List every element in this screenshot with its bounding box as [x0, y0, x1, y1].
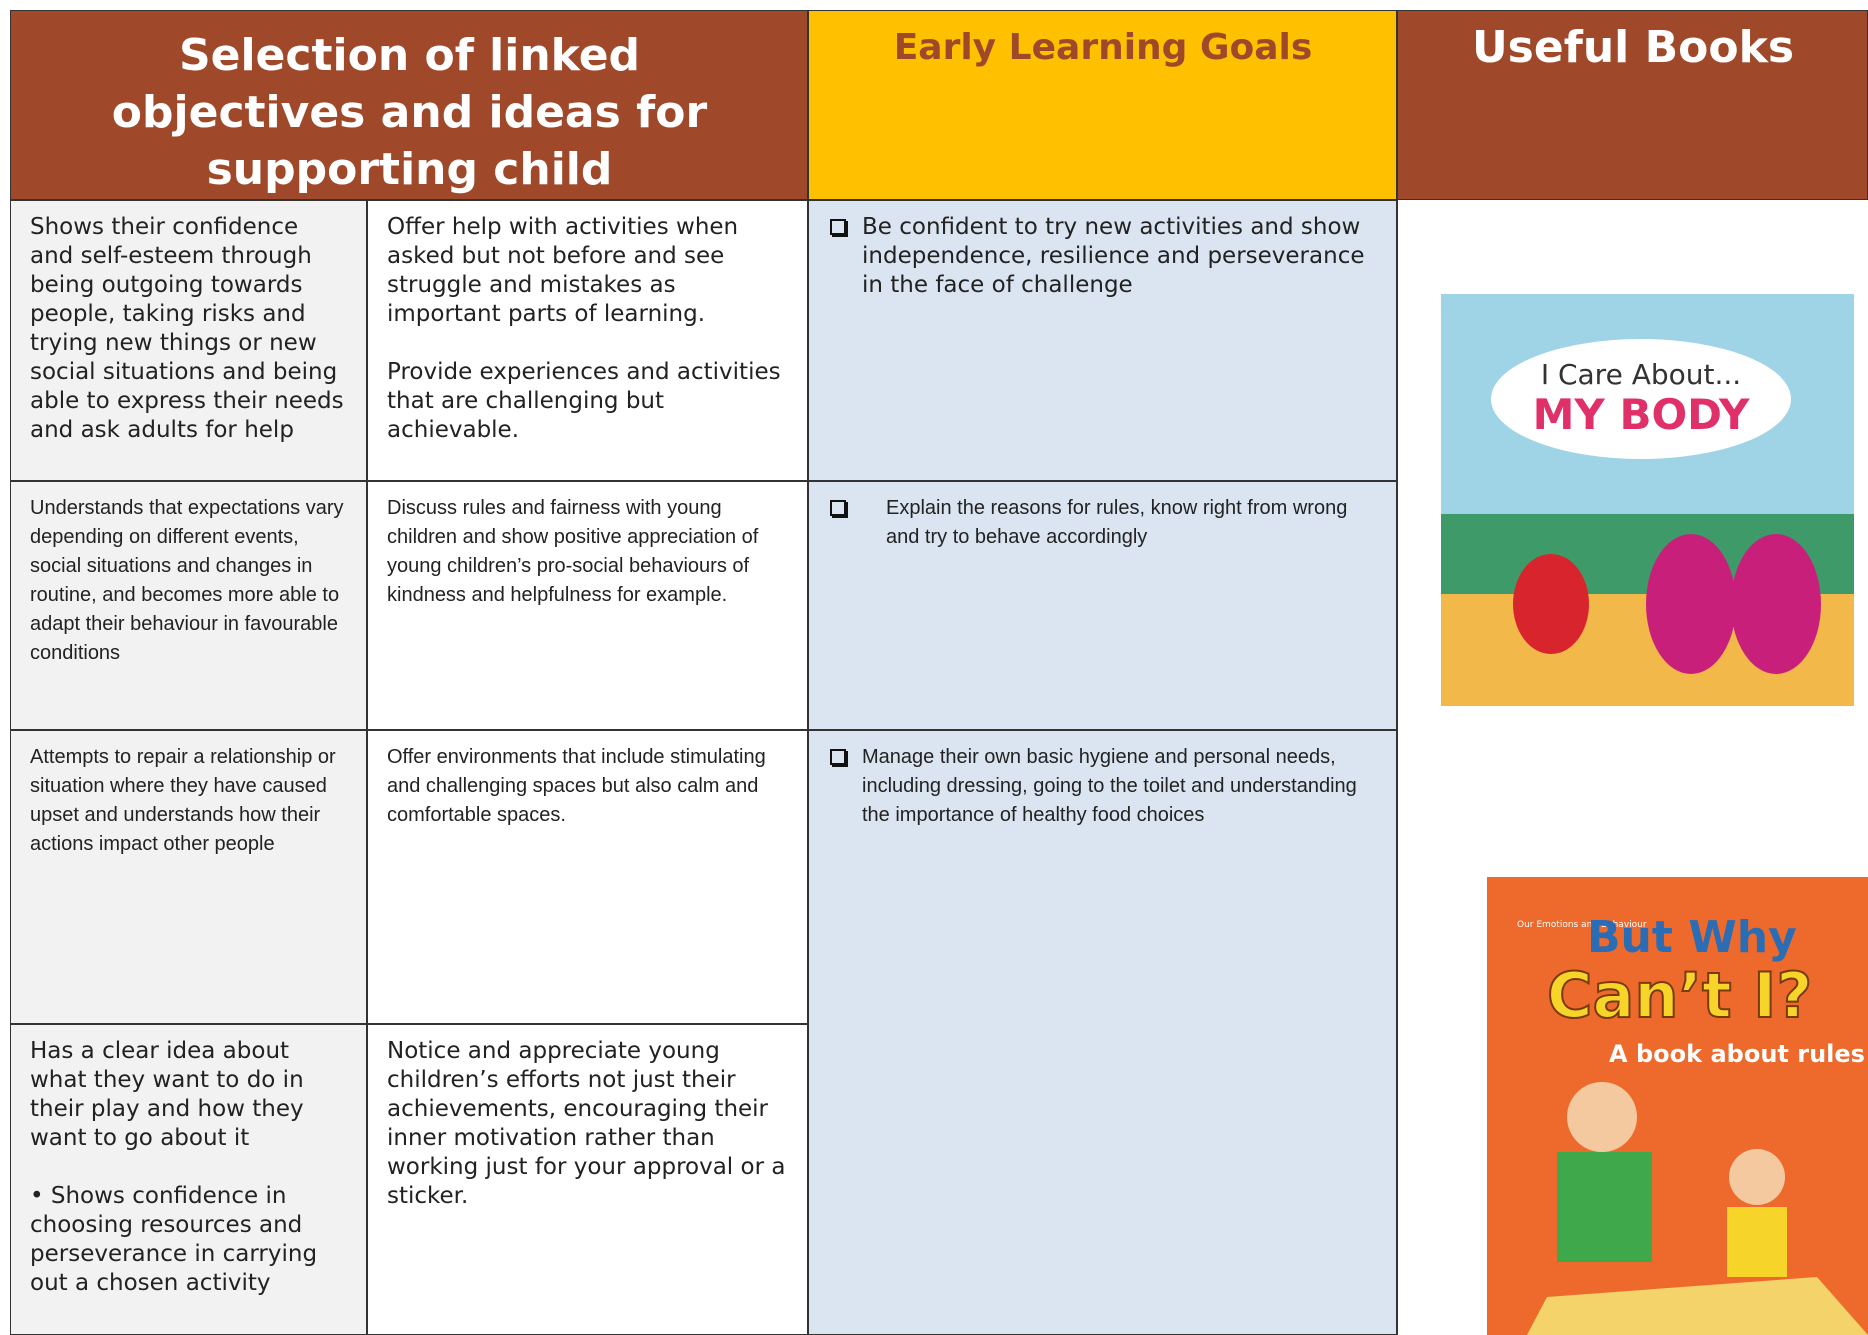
- objective-cell: Shows their confidence and self-esteem t…: [10, 200, 367, 481]
- header-cell: Selection of linked objectives and ideas…: [10, 10, 808, 252]
- objective-cell: Has a clear idea about what they want to…: [10, 1024, 367, 1335]
- goal-item: Be confident to try new activities and s…: [828, 213, 1378, 300]
- goal-cell: Manage their own basic hygiene and perso…: [808, 730, 1397, 1335]
- objective-text: Has a clear idea about what they want to…: [30, 1038, 304, 1151]
- objective-text: Understands that expectations vary depen…: [30, 497, 344, 664]
- book-title: Can’t I?: [1547, 959, 1812, 1032]
- ideas-text: Offer environments that include stimulat…: [387, 746, 766, 826]
- goal-item: Explain the reasons for rules, know righ…: [828, 494, 1378, 552]
- goal-text: Explain the reasons for rules, know righ…: [886, 497, 1348, 548]
- header-title: Useful Books: [1471, 22, 1795, 73]
- ideas-cell: Discuss rules and fairness with young ch…: [367, 481, 808, 730]
- book-cover: Our Emotions and Behaviour But Why Can’t…: [1487, 877, 1868, 1335]
- book-cover: I Care About... MY BODY: [1441, 294, 1854, 706]
- goal-text: Be confident to try new activities and s…: [862, 214, 1365, 298]
- ideas-text: Offer help with activities when asked bu…: [387, 214, 739, 327]
- header-cell: Useful Books: [1397, 10, 1868, 200]
- ideas-text: Notice and appreciate young children’s e…: [387, 1038, 786, 1209]
- goal-cell: Explain the reasons for rules, know righ…: [808, 481, 1397, 730]
- book-title-top: I Care About...: [1541, 358, 1741, 391]
- objective-text: • Shows confidence in choosing resources…: [30, 1183, 318, 1296]
- objective-cell: Understands that expectations vary depen…: [10, 481, 367, 730]
- objective-text: Shows their confidence and self-esteem t…: [30, 214, 344, 443]
- goal-text: Manage their own basic hygiene and perso…: [862, 746, 1357, 826]
- objective-text: Attempts to repair a relationship or sit…: [30, 746, 336, 855]
- objective-cell: Attempts to repair a relationship or sit…: [10, 730, 367, 1024]
- checkbox: [830, 500, 846, 516]
- ideas-cell: Offer help with activities when asked bu…: [367, 200, 808, 481]
- book-title-top: But Why: [1587, 912, 1797, 963]
- book-subtitle: A book about rules: [1609, 1040, 1865, 1068]
- header-title: Early Learning Goals: [893, 27, 1313, 68]
- ideas-text: Provide experiences and activities that …: [387, 359, 781, 443]
- ideas-cell: Offer environments that include stimulat…: [367, 730, 808, 1024]
- ideas-cell: Notice and appreciate young children’s e…: [367, 1024, 808, 1335]
- book-title: MY BODY: [1533, 390, 1750, 439]
- goal-cell: Be confident to try new activities and s…: [808, 200, 1397, 481]
- checkbox: [830, 749, 846, 765]
- book-series: Our Emotions and Behaviour: [1517, 920, 1647, 930]
- header-cell: Early Learning Goals: [808, 10, 1397, 200]
- checkbox: [830, 219, 846, 235]
- goal-item: Manage their own basic hygiene and perso…: [828, 743, 1378, 830]
- ideas-text: Discuss rules and fairness with young ch…: [387, 497, 759, 606]
